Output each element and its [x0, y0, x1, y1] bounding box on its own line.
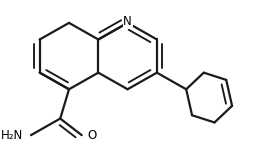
Text: O: O	[88, 129, 97, 142]
Text: H₂N: H₂N	[1, 129, 23, 142]
Text: N: N	[123, 15, 132, 28]
